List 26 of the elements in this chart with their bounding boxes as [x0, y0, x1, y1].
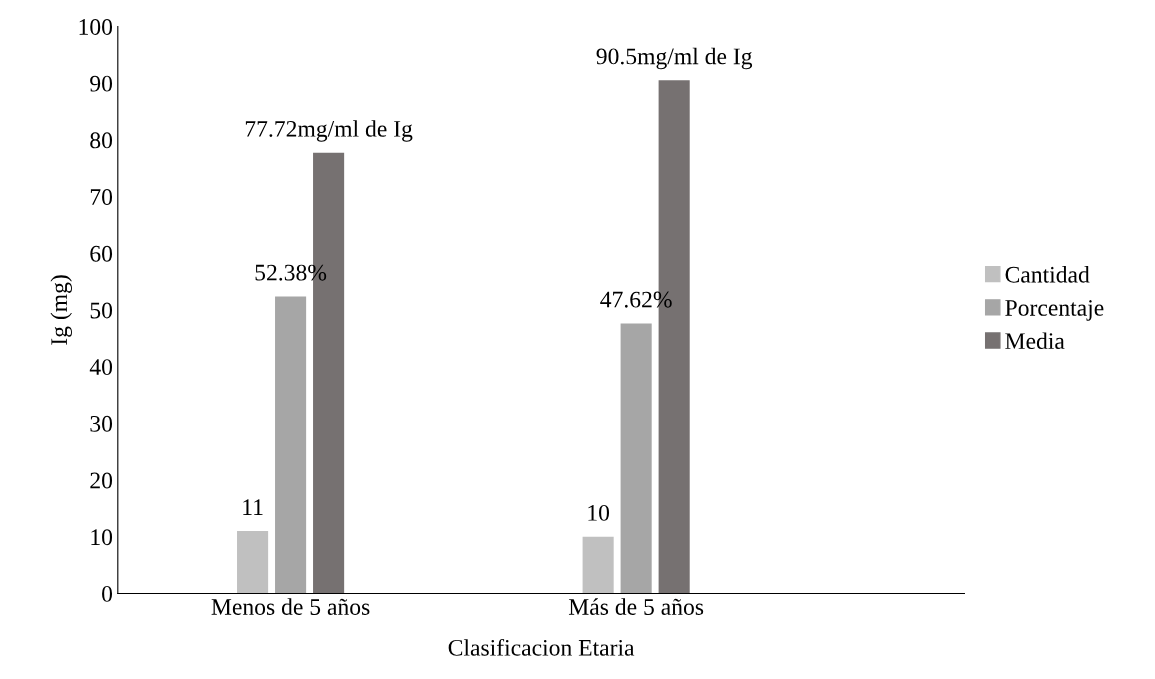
- y-tick-label: 80: [90, 132, 113, 149]
- x-axis-title: Clasificacion Etaria: [448, 638, 635, 656]
- y-tick-label: 100: [79, 18, 113, 35]
- y-tick-label: 50: [90, 302, 113, 319]
- y-tick-label: 90: [90, 75, 113, 92]
- x-tick-label: Menos de 5 años: [211, 598, 370, 615]
- y-tick-label: 20: [90, 472, 113, 489]
- bar: [237, 531, 269, 594]
- x-tick-label: Más de 5 años: [568, 598, 704, 615]
- bar: [582, 536, 614, 594]
- bar: [275, 296, 307, 594]
- legend-label: Media: [1005, 332, 1065, 350]
- y-tick-label: 40: [89, 359, 113, 376]
- bar: [620, 323, 652, 594]
- y-tick-label: 60: [90, 245, 113, 262]
- y-axis-title: Ig (mg): [50, 275, 72, 345]
- data-label: 77.72mg/ml de Ig: [245, 120, 413, 142]
- y-tick-label: 30: [90, 415, 113, 432]
- legend-label: Porcentaje: [1005, 300, 1104, 321]
- y-tick-label: 70: [90, 189, 113, 205]
- data-label: 90.5mg/ml de Ig: [596, 47, 753, 70]
- y-tick-label: 10: [91, 529, 113, 546]
- data-label: 11: [243, 499, 263, 515]
- data-label: 10: [588, 504, 610, 521]
- legend-label: Cantidad: [1005, 266, 1090, 283]
- y-tick-label: 0: [102, 585, 113, 602]
